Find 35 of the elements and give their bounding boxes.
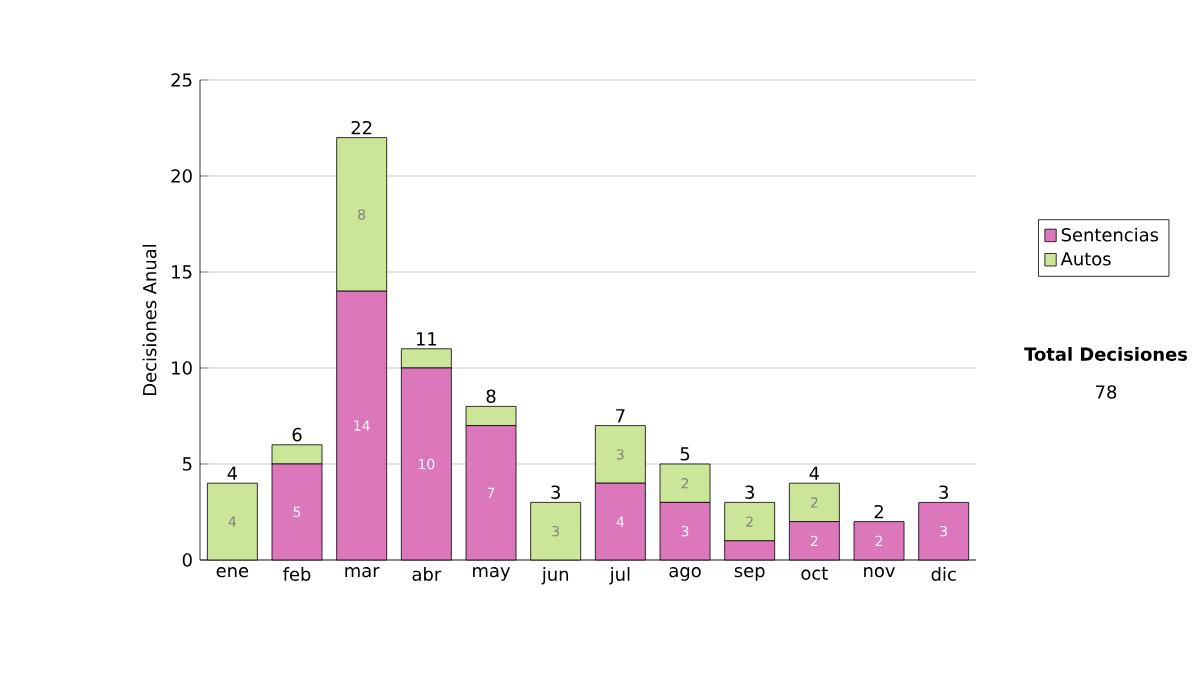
x-tick-label: oct xyxy=(801,567,828,580)
legend-label: Autos xyxy=(1060,252,1111,266)
legend-label: Sentencias xyxy=(1061,227,1159,242)
y-tick-label: 20 xyxy=(171,169,192,183)
total-label: 3 xyxy=(939,485,948,499)
y-tick-label: 5 xyxy=(182,457,192,471)
text: Total Decisiones xyxy=(1024,347,1188,361)
total-label: 22 xyxy=(351,120,372,135)
x-tick-label: feb xyxy=(283,567,311,581)
total-label: 5 xyxy=(680,447,690,461)
total-label: 4 xyxy=(227,466,238,480)
x-tick-label: ene xyxy=(216,567,249,578)
total-label: 3 xyxy=(745,485,754,499)
text: 78 xyxy=(1096,385,1117,399)
x-tick-label: may xyxy=(473,567,511,581)
total-label: 6 xyxy=(292,427,302,442)
x-tick-label: nov xyxy=(864,567,895,578)
x-tick-label: sep xyxy=(734,567,765,581)
total-label: 2 xyxy=(874,504,883,519)
y-tick-label: 25 xyxy=(171,73,192,87)
y-tick-label: 10 xyxy=(172,361,192,375)
x-tick-label: dic xyxy=(931,567,956,581)
y-tick-label: 0 xyxy=(182,553,192,567)
total-label: 7 xyxy=(616,409,625,423)
y-tick-label: 15 xyxy=(172,265,192,279)
y-axis-title: Decisiones Anual xyxy=(142,244,157,395)
x-tick-label: jun xyxy=(541,567,569,585)
x-tick-label: jul xyxy=(609,567,630,585)
x-tick-label: ago xyxy=(669,567,701,581)
total-label: 3 xyxy=(551,485,560,499)
x-tick-label: abr xyxy=(412,567,442,581)
total-label: 4 xyxy=(809,466,820,480)
x-tick-label: mar xyxy=(345,567,380,578)
total-label: 8 xyxy=(486,389,496,403)
total-label: 11 xyxy=(416,332,437,346)
